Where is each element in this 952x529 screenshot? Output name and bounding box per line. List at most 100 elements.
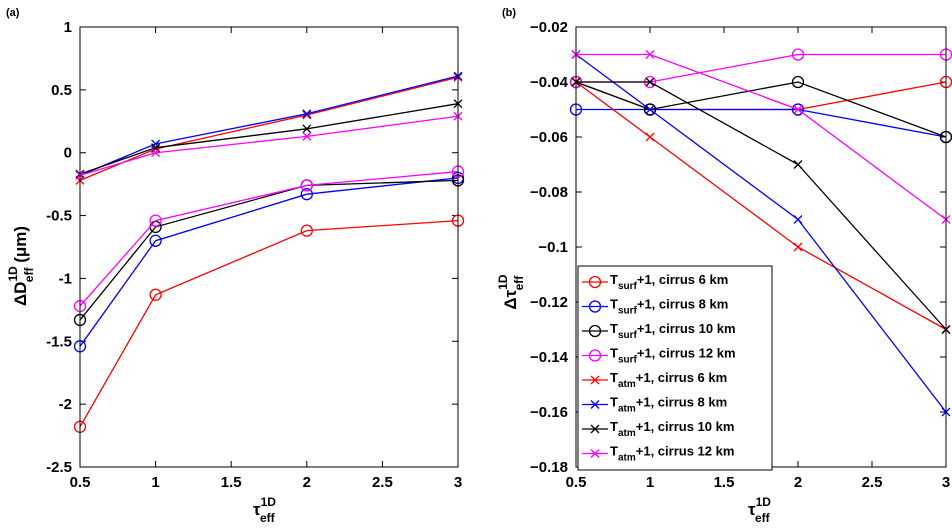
legend-label: Tsurf+1, cirrus 12 km <box>610 346 736 366</box>
panel-a-x-label-sup: 1D <box>261 495 277 509</box>
panel-b-x-label-sup: 1D <box>756 495 772 509</box>
panel-a-x-tick-label: 3 <box>454 474 462 491</box>
panel-a-series-5-cross-line <box>79 76 459 181</box>
panel-b-x-label-main: τ <box>748 500 756 519</box>
panel-b-y-tick-label: −0.06 <box>530 129 568 146</box>
panel-a-x-tick-label: 0.5 <box>70 474 91 491</box>
panel-b-y-tick-label: −0.18 <box>530 459 568 476</box>
panel-a-y-tick-label: -0.5 <box>46 208 72 225</box>
panel-a-x-marker <box>302 110 312 120</box>
legend-x-marker <box>590 375 600 385</box>
panel-b-y-tick-label: −0.02 <box>530 19 568 36</box>
panel-b-y-tick-label: −0.08 <box>530 184 568 201</box>
panel-a-x-marker <box>302 109 312 119</box>
panel-b-x-marker <box>793 242 803 252</box>
panel-b-y-axis-label: Δτ1D eff <box>496 274 526 309</box>
legend-x-marker <box>590 400 600 409</box>
panel-b-circle-marker <box>791 75 805 89</box>
panel-a-series-7-cross-line <box>79 103 459 175</box>
legend-item-t-atm-1-cirrus-6-km: Tatm+1, cirrus 6 km <box>582 370 727 390</box>
legend-label: Tatm+1, cirrus 8 km <box>610 395 727 415</box>
panel-b-x-marker <box>645 50 655 59</box>
panel-a-x-marker <box>302 131 312 141</box>
panel-b-circle-marker <box>791 103 805 116</box>
panel-b-y-label-sub: eff <box>512 275 526 291</box>
panel-a-circle-marker <box>149 234 162 247</box>
panel-a-x-tick-label: 1.5 <box>221 474 242 491</box>
panel-b-series-4-circle-line <box>576 53 946 83</box>
legend-item-t-surf-1-cirrus-12-km: Tsurf+1, cirrus 12 km <box>582 346 736 366</box>
panel-b-x-marker <box>793 160 803 169</box>
panel-a-y-tick-label: -2.5 <box>46 459 72 476</box>
panel-b-x-tick-label: 2.5 <box>862 474 883 491</box>
panel-a-y-tick-label: -2 <box>59 396 72 413</box>
panel-a-circle-marker <box>300 188 313 201</box>
panel-a-series-3-circle-line <box>79 179 459 321</box>
panel-a: (a) 0.5 1 1.5 2 2.5 3 1 0.5 0 -0.5 -1 -1.5 -2 -2.5 ΔD… <box>6 7 465 525</box>
panel-a-y-label-main: ΔD <box>11 282 30 307</box>
panel-a-x-marker <box>302 124 312 134</box>
legend-x-marker <box>590 424 600 434</box>
legend-label: Tatm+1, cirrus 12 km <box>610 444 734 464</box>
panel-a-series <box>73 71 465 433</box>
panel-b-x-marker <box>645 132 655 142</box>
legend-label: Tsurf+1, cirrus 6 km <box>610 272 728 292</box>
panel-a-y-label-sup: 1D <box>6 266 20 282</box>
panel-a-circle-marker <box>149 214 162 227</box>
panel-a-circle-marker <box>300 224 313 237</box>
panel-b: (b) 0.5 1 1.5 2 2.5 3 −0.02 −0.04 −0.06 −0.08 −0.1… <box>496 7 952 525</box>
panel-b-y-tick-label: −0.14 <box>530 349 569 366</box>
panel-b-y-label-main: Δτ <box>501 289 520 309</box>
panel-a-frame <box>79 26 459 468</box>
panel-a-series-8-cross-line <box>79 115 459 176</box>
panel-a-ticks: 0.5 1 1.5 2 2.5 3 1 0.5 0 -0.5 -1 -1.5 -2 -2.5 <box>46 19 462 491</box>
panel-a-y-label-tail: (μm) <box>11 226 30 268</box>
panel-a-series-1-circle-line <box>79 219 459 428</box>
legend-label: Tatm+1, cirrus 10 km <box>610 419 734 439</box>
legend-item-t-atm-1-cirrus-10-km: Tatm+1, cirrus 10 km <box>582 419 734 439</box>
panel-a-circle-marker <box>300 179 313 192</box>
panel-a-label: (a) <box>6 7 20 19</box>
panel-a-x-tick-label: 2 <box>303 474 311 491</box>
panel-a-x-label-sub: eff <box>260 511 276 525</box>
panel-a-y-label-sub: eff <box>22 267 36 283</box>
legend-circle-marker <box>588 324 602 338</box>
panel-b-x-marker <box>645 77 655 87</box>
panel-a-y-tick-label: 0 <box>64 145 72 162</box>
legend-box <box>577 265 773 471</box>
panel-b-series-7-cross-line <box>576 81 947 330</box>
panel-a-y-axis-label: ΔD1D eff (μm) <box>6 226 36 306</box>
panel-b-x-marker <box>793 105 803 114</box>
panel-b-x-tick-label: 3 <box>942 474 950 491</box>
panel-a-circle-marker <box>149 288 162 301</box>
panel-a-y-tick-label: 0.5 <box>51 82 72 99</box>
legend-item-t-surf-1-cirrus-8-km: Tsurf+1, cirrus 8 km <box>582 297 728 317</box>
legend-label: Tsurf+1, cirrus 8 km <box>610 297 728 317</box>
panel-b-circle-marker <box>643 103 657 116</box>
panel-b-x-tick-label: 0.5 <box>566 474 587 491</box>
panel-a-series-4-circle-line <box>79 170 459 307</box>
panel-a-x-marker <box>151 139 161 149</box>
panel-a-x-label-main: τ <box>253 500 261 519</box>
legend-x-marker <box>590 449 600 458</box>
panel-a-x-marker <box>151 148 161 158</box>
panel-b-x-tick-label: 1 <box>646 474 654 491</box>
panel-b-y-tick-label: −0.04 <box>530 74 569 91</box>
legend-item-t-atm-1-cirrus-8-km: Tatm+1, cirrus 8 km <box>582 395 727 415</box>
panel-b-circle-marker <box>791 48 805 61</box>
panel-b-x-label-sub: eff <box>755 511 771 525</box>
legend-item-t-surf-1-cirrus-10-km: Tsurf+1, cirrus 10 km <box>582 321 736 341</box>
panel-a-x-tick-label: 1 <box>151 474 159 491</box>
panel-b-series-8-cross-line <box>576 53 947 221</box>
legend-label: Tsurf+1, cirrus 10 km <box>610 321 736 341</box>
panel-a-x-tick-label: 2.5 <box>372 474 393 491</box>
panel-b-y-label-sup: 1D <box>496 274 510 290</box>
panel-b-legend: Tsurf+1, cirrus 6 km Tsurf+1, cirrus 8 km… <box>577 265 773 471</box>
panel-b-x-tick-label: 1.5 <box>714 474 735 491</box>
legend-item-t-surf-1-cirrus-6-km: Tsurf+1, cirrus 6 km <box>582 272 728 292</box>
legend-circle-marker <box>588 275 602 289</box>
panel-a-series-6-cross-line <box>79 75 459 176</box>
panel-b-ticks: 0.5 1 1.5 2 2.5 3 −0.02 −0.04 −0.06 −0.08 −0.1 −0.1… <box>530 19 950 491</box>
panel-b-x-tick-label: 2 <box>794 474 802 491</box>
